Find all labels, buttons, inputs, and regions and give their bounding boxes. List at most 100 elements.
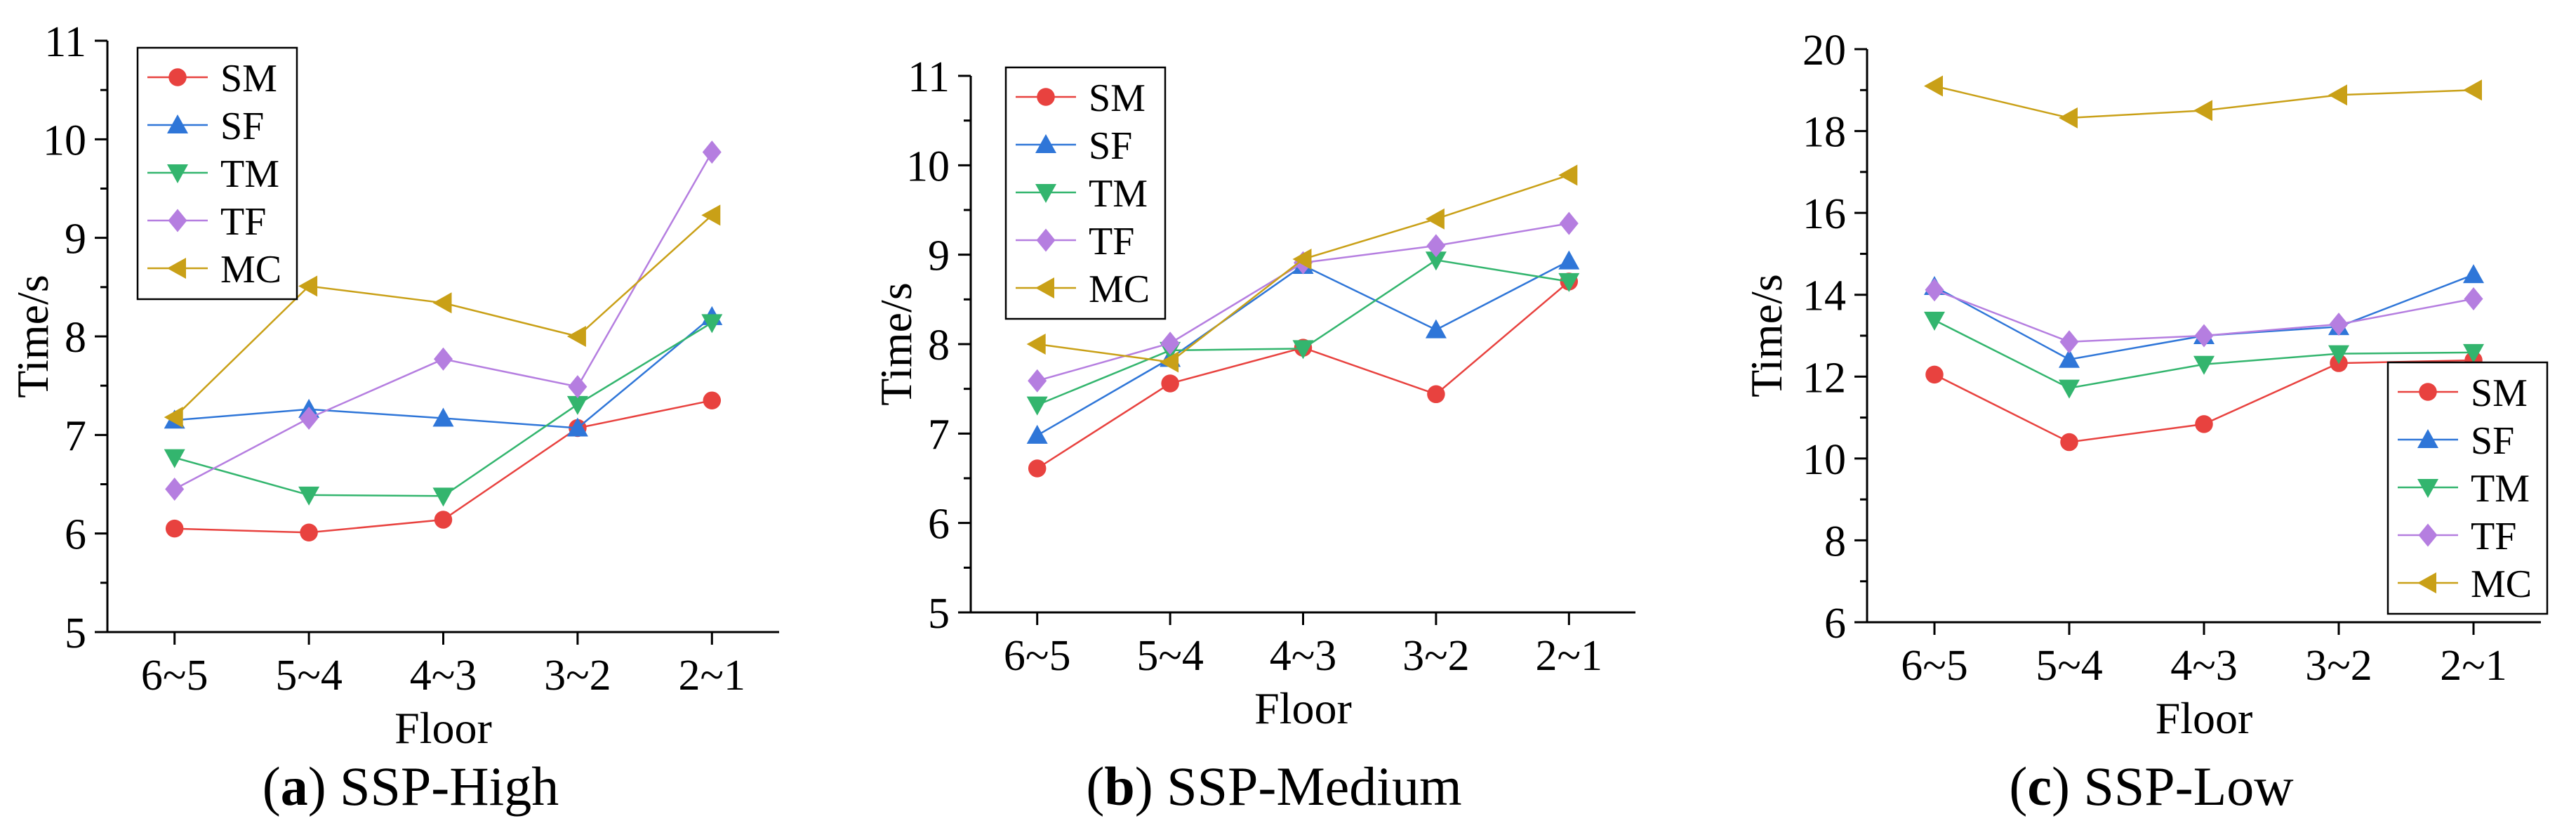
legend-label: MC: [220, 248, 281, 291]
x-axis-label: Floor: [1254, 683, 1352, 733]
y-tick-label: 9: [65, 216, 86, 263]
panel-a: 5 6 7 8 9 10 11 6~5 5~4 4~3 3~2 2~1 Floor Time/s SM SF T…: [0, 0, 821, 828]
data-point: [2328, 345, 2349, 364]
data-point: [1026, 396, 1048, 416]
data-point: [1558, 164, 1578, 186]
data-point: [2463, 343, 2484, 363]
legend-marker: [168, 209, 187, 232]
data-point: [1425, 319, 1447, 339]
caption-a-letter: a: [280, 756, 308, 817]
data-point: [2059, 348, 2080, 368]
data-point: [1925, 278, 1944, 302]
data-point: [1925, 365, 1944, 384]
data-point: [1028, 459, 1047, 478]
series-mc: [1924, 75, 2482, 129]
panel-c: 6 8 10 12 14 16 18 20 6~5 5~4 4~3 3~2 2~1 Floor Time/s…: [1734, 0, 2569, 828]
series-mc: [164, 204, 721, 428]
legend-entry-tm: TM: [147, 152, 279, 196]
y-tick-label: 7: [928, 411, 950, 459]
data-point: [1026, 424, 1048, 444]
x-tick-label: 3~2: [2305, 642, 2372, 690]
series-tf: [165, 140, 722, 501]
x-tick-label: 2~1: [2440, 642, 2507, 690]
x-tick-label: 6~5: [1901, 642, 1968, 690]
data-point: [566, 417, 588, 437]
y-axis-label: Time/s: [8, 275, 58, 398]
y-tick-label: 8: [65, 314, 86, 362]
data-point: [1924, 75, 1943, 97]
data-point: [164, 407, 183, 428]
data-point: [566, 326, 586, 347]
y-tick-label: 6: [65, 511, 86, 559]
data-point: [701, 314, 723, 334]
data-point: [1028, 369, 1047, 393]
x-tick-label: 5~4: [1136, 632, 1204, 680]
series-tf: [1925, 278, 2483, 354]
legend-label: TM: [220, 152, 279, 196]
legend-entry-sf: SF: [147, 105, 264, 148]
data-point: [2059, 107, 2078, 129]
legend-marker: [2417, 479, 2438, 498]
data-point: [298, 486, 320, 506]
caption-b: (b) SSP-Medium: [1086, 756, 1462, 817]
legend-marker: [1035, 134, 1056, 153]
legend-entry-tf: TF: [147, 200, 266, 244]
data-point: [434, 511, 453, 529]
legend-entry-tf: TF: [1016, 220, 1134, 263]
data-point: [2329, 313, 2349, 336]
data-point: [2464, 287, 2483, 311]
legend-entry-sf: SF: [1016, 124, 1132, 168]
x-tick-label: 4~3: [410, 652, 477, 699]
data-point: [1292, 340, 1314, 360]
legend-marker: [2417, 572, 2436, 593]
legend-label: SF: [220, 105, 264, 148]
caption-a-text: SSP-High: [340, 756, 559, 817]
y-tick-label: 6: [928, 501, 950, 548]
legend-label: SM: [2471, 372, 2528, 415]
data-point: [1425, 208, 1445, 230]
caption-c: (c) SSP-Low: [2009, 756, 2294, 817]
data-point: [568, 375, 587, 399]
x-tick-label: 4~3: [2170, 642, 2238, 690]
y-tick-label: 6: [1824, 600, 1846, 648]
legend-marker: [167, 164, 188, 183]
y-tick-label: 5: [928, 590, 950, 638]
legend-entry-mc: MC: [1016, 268, 1150, 311]
chart-c: 6 8 10 12 14 16 18 20 6~5 5~4 4~3 3~2 2~1 Floor Time/s…: [1741, 27, 2549, 743]
y-tick-label: 10: [1802, 436, 1846, 484]
y-tick-label: 10: [906, 143, 950, 190]
caption-c-letter: c: [2027, 756, 2052, 817]
legend-entry-sf: SF: [2398, 419, 2514, 463]
data-point: [703, 391, 722, 409]
data-point: [1558, 272, 1580, 292]
legend-label: SM: [220, 57, 277, 100]
y-tick-label: 11: [908, 53, 950, 101]
legend-entry-tf: TF: [2398, 515, 2516, 558]
series-sf: [164, 305, 723, 437]
x-tick-label: 6~5: [141, 652, 208, 699]
data-point: [2193, 355, 2215, 375]
legend-entry-mc: MC: [147, 248, 281, 291]
legend-label: SF: [1089, 124, 1132, 168]
legend-label: TM: [1089, 172, 1148, 216]
caption-c-text: SSP-Low: [2083, 756, 2294, 817]
x-tick-label: 2~1: [1536, 632, 1603, 680]
series-tm: [1924, 311, 2484, 399]
caption-b-letter: b: [1104, 756, 1135, 817]
x-tick-label: 3~2: [544, 652, 611, 699]
data-point: [566, 395, 588, 415]
legend-entry-tm: TM: [2398, 467, 2530, 511]
caption-a: (a) SSP-High: [262, 756, 559, 817]
series-mc: [1026, 164, 1578, 373]
legend-marker: [2419, 383, 2437, 401]
series-tm: [164, 314, 723, 507]
legend-label: SM: [1089, 77, 1146, 120]
data-point: [2059, 330, 2079, 354]
legend-marker: [167, 258, 186, 279]
data-point: [2059, 379, 2080, 399]
